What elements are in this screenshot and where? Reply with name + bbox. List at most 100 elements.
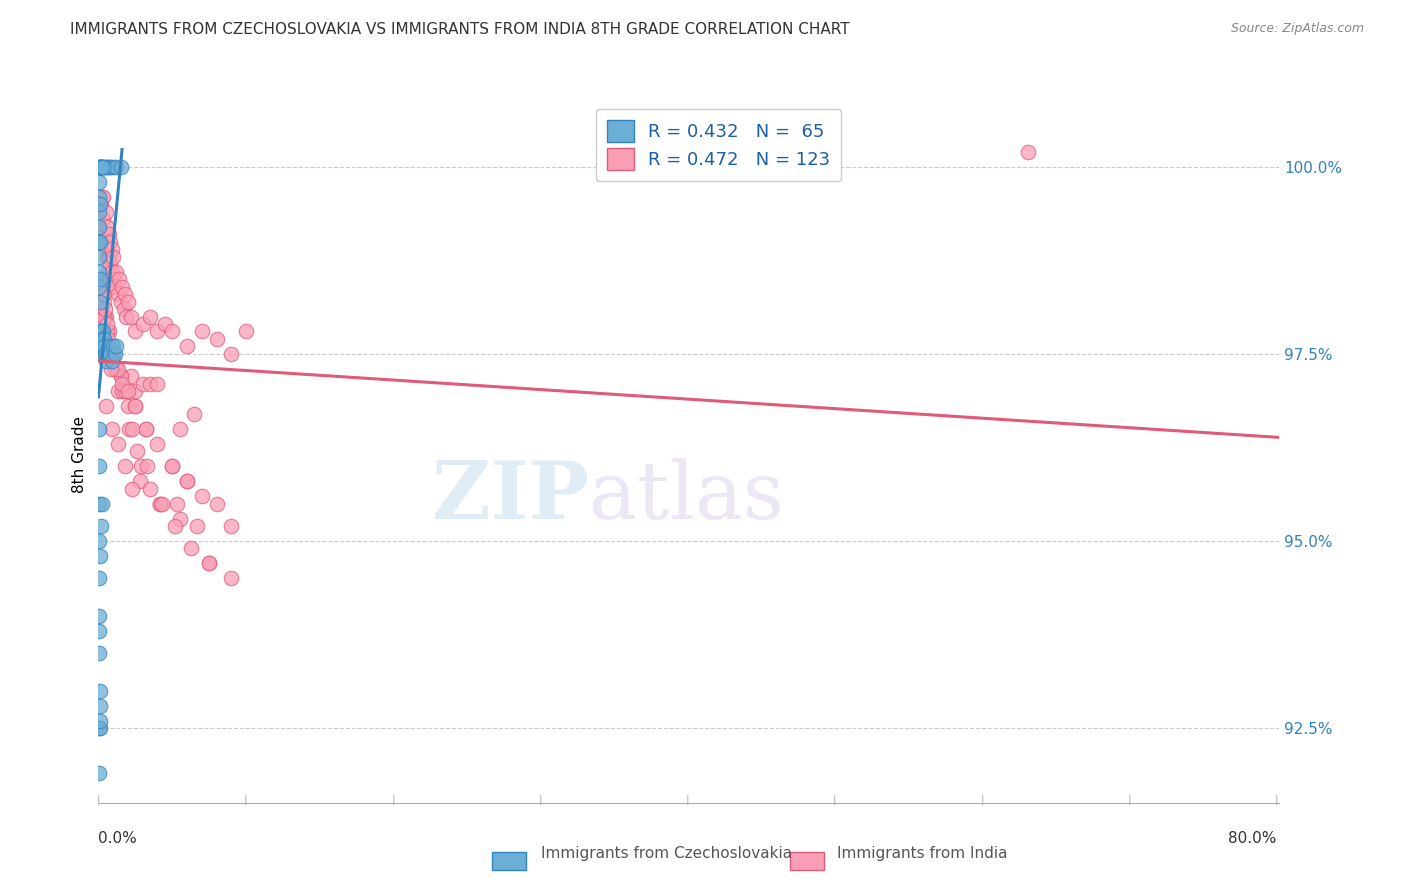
Text: atlas: atlas — [589, 458, 783, 536]
Point — [107, 287, 129, 301]
Point — [87, 533, 110, 548]
Point — [112, 301, 135, 316]
Text: Immigrants from Czechoslovakia: Immigrants from Czechoslovakia — [541, 847, 793, 861]
Point — [139, 376, 162, 391]
Point — [221, 347, 243, 361]
Text: |: | — [832, 794, 837, 805]
Point — [132, 376, 155, 391]
Point — [90, 347, 112, 361]
Point — [110, 369, 132, 384]
Point — [89, 175, 111, 189]
Point — [135, 422, 157, 436]
Point — [169, 511, 191, 525]
Point — [89, 549, 111, 563]
Point — [90, 197, 112, 211]
Point — [103, 347, 125, 361]
Point — [104, 279, 127, 293]
Point — [186, 519, 208, 533]
Point — [93, 310, 115, 324]
Point — [191, 325, 214, 339]
Point — [97, 325, 120, 339]
Point — [89, 646, 111, 660]
Point — [89, 279, 111, 293]
Point — [89, 608, 111, 623]
Point — [124, 384, 146, 399]
Y-axis label: 8th Grade: 8th Grade — [72, 417, 87, 493]
Point — [146, 436, 169, 450]
Point — [100, 347, 122, 361]
Point — [94, 347, 117, 361]
Point — [89, 197, 111, 211]
Point — [97, 227, 120, 242]
Point — [100, 279, 122, 293]
Point — [97, 250, 120, 264]
Point — [93, 227, 115, 242]
Point — [105, 362, 128, 376]
Point — [110, 160, 132, 174]
Point — [89, 190, 111, 204]
Point — [98, 339, 121, 353]
Point — [94, 354, 117, 368]
Point — [176, 339, 198, 353]
Point — [97, 332, 120, 346]
Point — [89, 721, 111, 735]
Point — [103, 250, 125, 264]
Point — [89, 250, 111, 264]
Point — [146, 325, 169, 339]
Point — [87, 459, 110, 474]
Text: 0.0%: 0.0% — [98, 831, 138, 846]
Point — [91, 160, 114, 174]
Point — [89, 571, 111, 585]
Point — [1017, 145, 1039, 159]
Point — [105, 362, 128, 376]
Text: ZIP: ZIP — [432, 458, 589, 536]
Text: |: | — [391, 794, 395, 805]
Text: |: | — [980, 794, 984, 805]
Point — [97, 160, 120, 174]
Point — [103, 339, 125, 353]
Point — [100, 242, 122, 256]
Point — [89, 160, 111, 174]
Point — [114, 384, 136, 399]
Point — [132, 317, 155, 331]
Point — [87, 765, 110, 780]
Point — [120, 369, 142, 384]
Text: Source: ZipAtlas.com: Source: ZipAtlas.com — [1230, 22, 1364, 36]
Point — [93, 339, 115, 353]
Point — [100, 362, 122, 376]
Point — [118, 422, 141, 436]
Point — [198, 557, 221, 571]
Point — [91, 332, 114, 346]
Point — [90, 519, 112, 533]
Point — [124, 399, 146, 413]
Point — [103, 160, 125, 174]
Point — [94, 235, 117, 249]
Point — [103, 347, 125, 361]
Point — [89, 272, 111, 286]
Point — [111, 279, 134, 293]
Point — [90, 339, 112, 353]
Point — [198, 557, 221, 571]
Point — [91, 160, 114, 174]
Point — [89, 265, 111, 279]
Point — [114, 459, 136, 474]
Point — [93, 294, 115, 309]
Point — [90, 160, 112, 174]
Text: |: | — [1275, 794, 1278, 805]
Point — [108, 272, 131, 286]
Legend: R = 0.432   N =  65, R = 0.472   N = 123: R = 0.432 N = 65, R = 0.472 N = 123 — [596, 109, 841, 181]
Point — [100, 422, 122, 436]
Point — [91, 212, 114, 227]
Point — [87, 721, 110, 735]
Point — [90, 325, 112, 339]
Point — [111, 376, 134, 391]
Point — [91, 497, 114, 511]
Point — [94, 301, 117, 316]
Point — [96, 317, 118, 331]
Point — [150, 497, 173, 511]
Point — [90, 160, 112, 174]
Point — [90, 325, 112, 339]
Point — [205, 332, 228, 346]
Point — [128, 474, 150, 488]
Point — [110, 294, 132, 309]
